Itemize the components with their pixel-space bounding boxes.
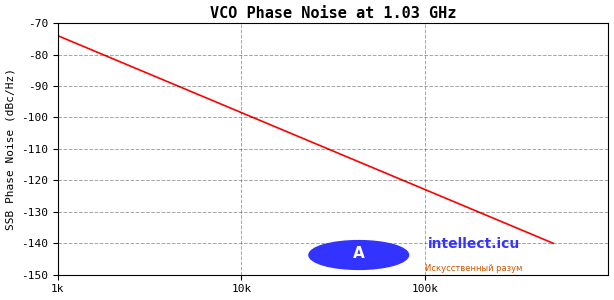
Y-axis label: SSB Phase Noise (dBc/Hz): SSB Phase Noise (dBc/Hz): [6, 68, 15, 230]
Text: A: A: [353, 246, 365, 261]
Text: Искусственный разум: Искусственный разум: [426, 264, 523, 273]
Text: intellect.icu: intellect.icu: [428, 237, 520, 251]
Circle shape: [309, 241, 408, 269]
Text: ^: ^: [356, 237, 362, 246]
Title: VCO Phase Noise at 1.03 GHz: VCO Phase Noise at 1.03 GHz: [210, 6, 456, 21]
